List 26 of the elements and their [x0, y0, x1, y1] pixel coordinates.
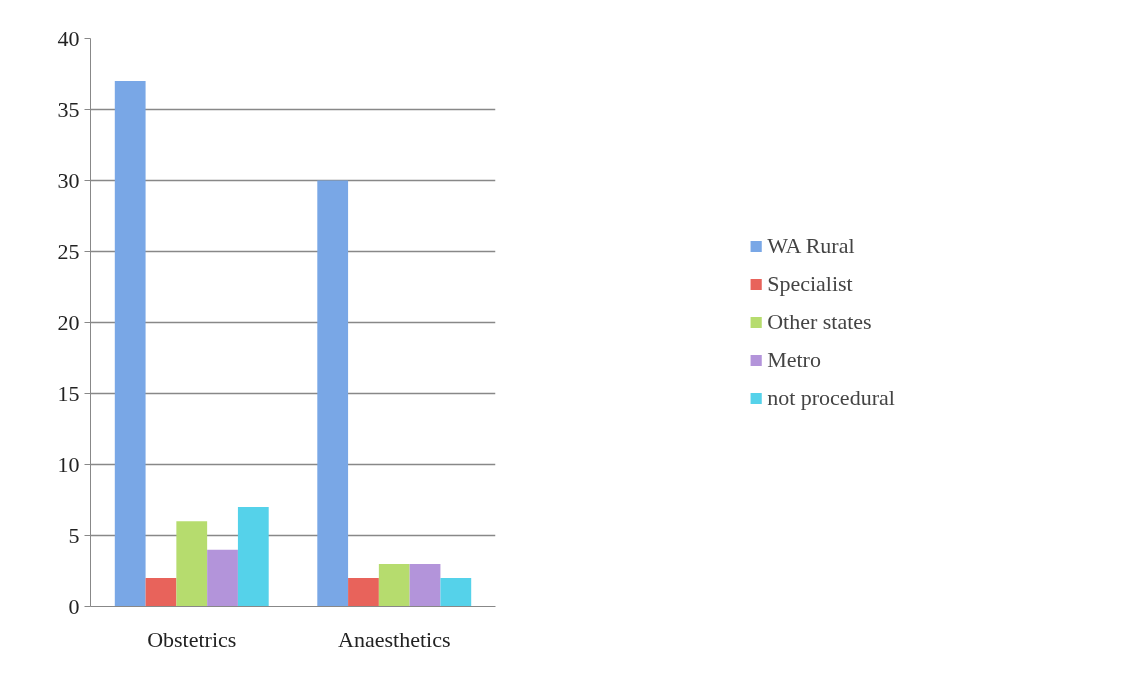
legend-label: Metro	[767, 347, 821, 373]
legend-label: not procedural	[767, 385, 895, 411]
bar	[317, 180, 349, 607]
y-tick-label: 10	[57, 451, 80, 477]
legend-label: Other states	[767, 309, 872, 335]
y-tick-label: 5	[68, 522, 80, 548]
bar	[207, 549, 238, 607]
bar	[176, 521, 208, 607]
bar	[237, 507, 269, 607]
x-tick-label: Obstetrics	[147, 626, 237, 652]
y-tick-label: 25	[57, 238, 80, 264]
y-tick-label: 35	[57, 96, 80, 122]
bar	[378, 563, 410, 607]
bar	[348, 578, 379, 607]
bar	[440, 578, 472, 607]
y-tick-label: 20	[57, 309, 80, 335]
y-tick-label: 30	[57, 167, 80, 193]
legend-label: WA Rural	[767, 233, 855, 259]
bar	[114, 81, 146, 607]
y-tick-label: 0	[68, 593, 80, 619]
y-tick-label: 15	[57, 380, 80, 406]
x-tick-label: Anaesthetics	[338, 626, 451, 652]
bar	[145, 578, 177, 607]
legend-label: Specialist	[767, 271, 853, 297]
bar	[409, 563, 441, 607]
y-tick-label: 40	[57, 25, 80, 51]
